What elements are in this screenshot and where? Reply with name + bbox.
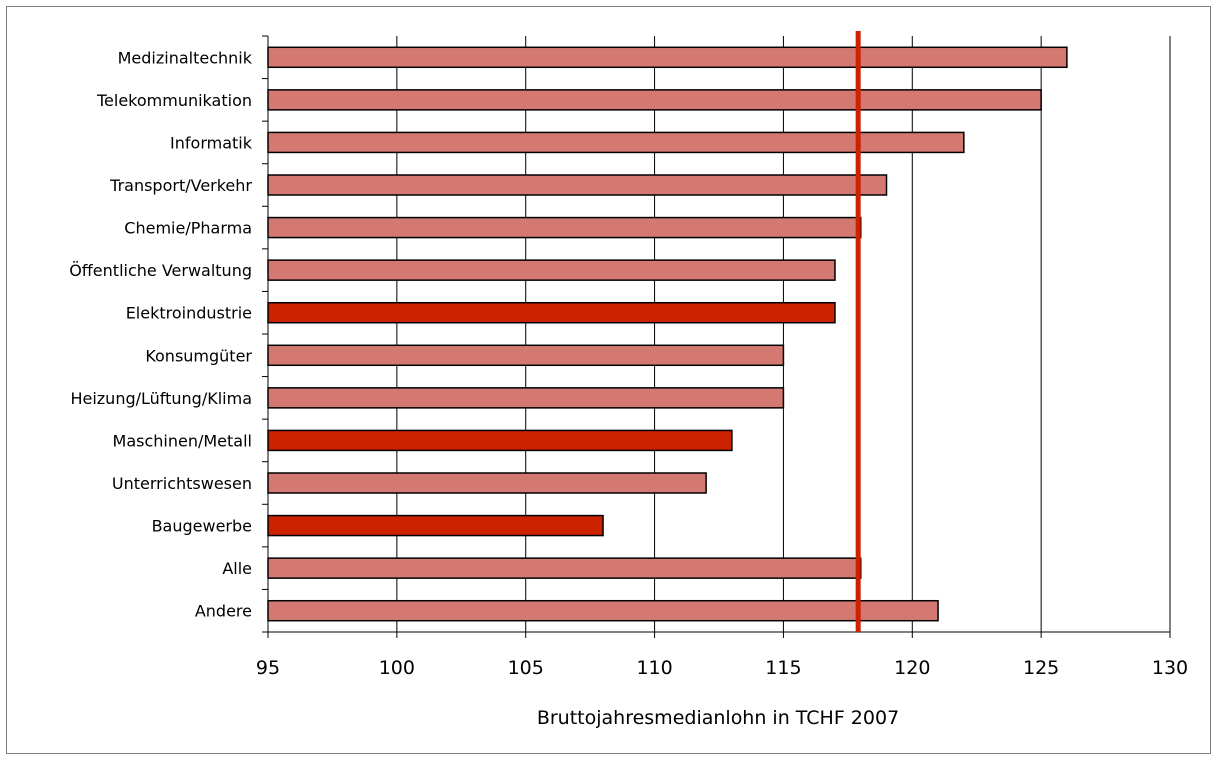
bar — [267, 557, 862, 579]
x-tick-label: 120 — [894, 657, 930, 679]
category-label: Öffentliche Verwaltung — [69, 261, 252, 280]
x-axis-title: Bruttojahresmedianlohn in TCHF 2007 — [537, 707, 899, 729]
bar — [267, 429, 733, 452]
bar — [267, 599, 939, 622]
bar — [267, 472, 707, 494]
category-label: Unterrichtswesen — [112, 474, 252, 493]
bar — [267, 301, 836, 324]
category-label: Elektroindustrie — [126, 304, 252, 323]
category-label: Informatik — [170, 133, 253, 152]
bar — [267, 174, 888, 196]
category-label: Chemie/Pharma — [124, 219, 252, 238]
category-label: Transport/Verkehr — [109, 176, 252, 195]
category-label: Maschinen/Metall — [113, 431, 252, 450]
x-tick-label: 110 — [636, 657, 672, 679]
chart-frame — [6, 6, 1211, 754]
bars — [267, 46, 1068, 622]
category-label: Konsumgüter — [145, 346, 252, 365]
x-tick-label: 100 — [379, 657, 415, 679]
bar — [267, 46, 1068, 69]
x-tick-label: 95 — [256, 657, 280, 679]
category-label: Andere — [195, 602, 252, 621]
x-tick-label: 115 — [765, 657, 801, 679]
gridlines — [396, 36, 1171, 632]
axes — [262, 35, 1171, 638]
bar — [267, 344, 785, 367]
category-label: Heizung/Lüftung/Klima — [70, 389, 252, 408]
category-label: Medizinaltechnik — [118, 48, 253, 67]
bar — [267, 259, 836, 281]
category-label: Baugewerbe — [152, 517, 252, 536]
bar — [267, 514, 604, 537]
x-tick-label: 125 — [1023, 657, 1059, 679]
category-labels: Medizinaltechnik Telekommunikation Informa… — [69, 48, 253, 620]
x-tick-label: 130 — [1152, 657, 1188, 679]
category-label: Telekommunikation — [96, 91, 252, 110]
category-label: Alle — [222, 559, 252, 578]
bar — [267, 387, 785, 409]
x-tick-labels: 95 100 105 110 115 120 125 130 — [256, 657, 1188, 679]
x-tick-label: 105 — [508, 657, 544, 679]
bar — [267, 89, 1042, 111]
bar — [267, 216, 862, 239]
